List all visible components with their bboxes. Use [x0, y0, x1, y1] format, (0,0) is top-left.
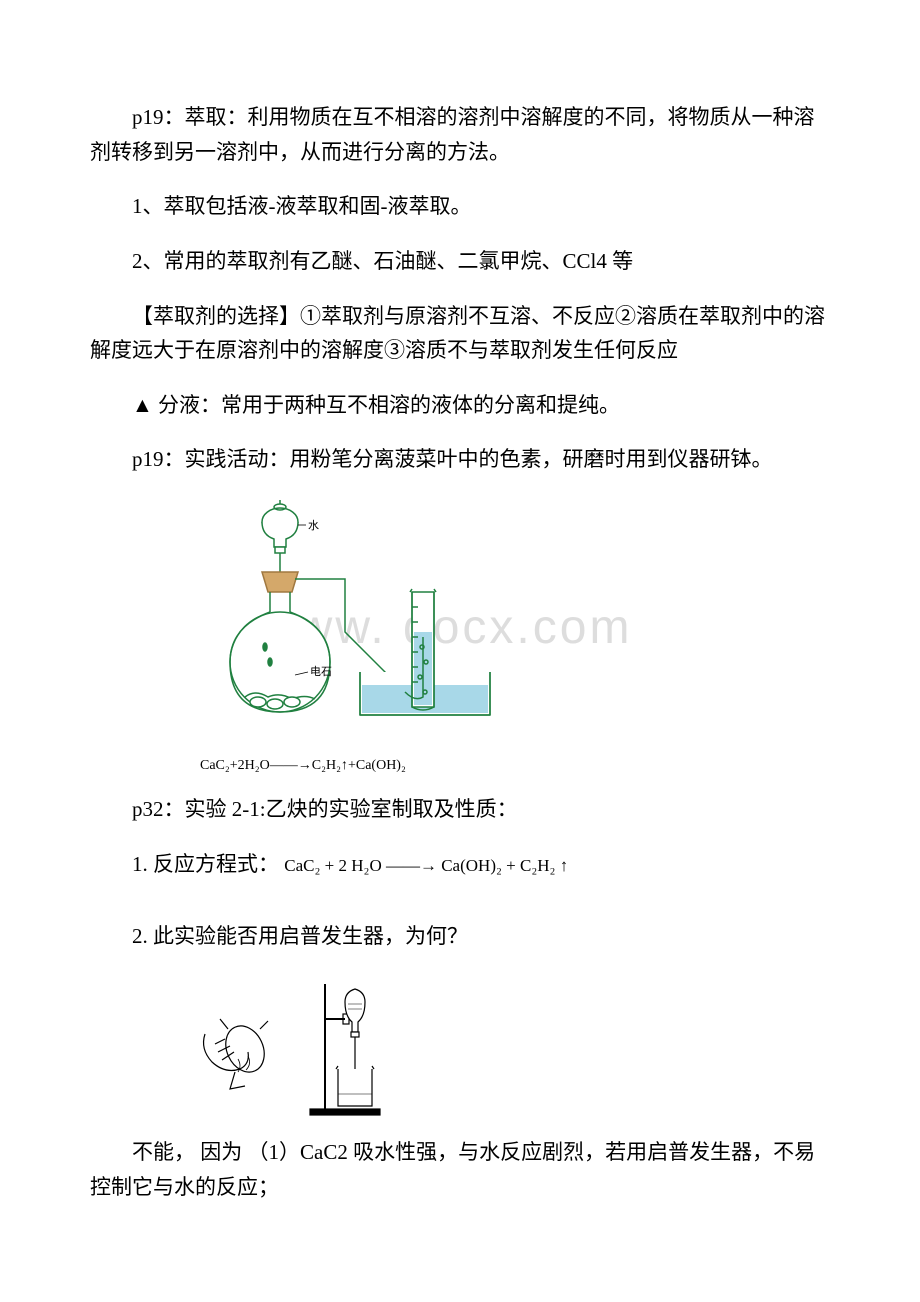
paragraph-extraction-def: p19：萃取：利用物质在互不相溶的溶剂中溶解度的不同，将物质从一种溶剂转移到另一…	[90, 100, 830, 169]
paragraph-extraction-agents: 2、常用的萃取剂有乙醚、石油醚、二氯甲烷、CCl4 等	[90, 244, 830, 279]
paragraph-practice-activity: p19：实践活动：用粉笔分离菠菜叶中的色素，研磨时用到仪器研钵。	[90, 442, 830, 477]
equation-label: 1. 反应方程式：	[132, 852, 279, 876]
paragraph-experiment-title: p32：实验 2-1:乙炔的实验室制取及性质：	[90, 792, 830, 827]
diagram-equation-caption: CaC₂+2H₂O——→C₂H₂↑+Ca(OH)₂	[200, 758, 830, 774]
svg-text:电石: 电石	[310, 665, 332, 678]
document-content: p19：萃取：利用物质在互不相溶的溶剂中溶解度的不同，将物质从一种溶剂转移到另一…	[90, 100, 830, 1204]
paragraph-extraction-types: 1、萃取包括液-液萃取和固-液萃取。	[90, 189, 830, 224]
apparatus-diagram: 水	[190, 497, 830, 752]
paragraph-separation: ▲ 分液：常用于两种互不相溶的液体的分离和提纯。	[90, 388, 830, 423]
kipp-generator-diagram	[190, 974, 830, 1129]
svg-text:水: 水	[308, 519, 319, 532]
paragraph-reaction-equation: 1. 反应方程式： CaC₂ + 2 H₂O ——→ Ca(OH)₂ + C₂H…	[90, 847, 830, 882]
paragraph-question: 2. 此实验能否用启普发生器，为何？	[90, 919, 830, 954]
paragraph-agent-selection: 【萃取剂的选择】①萃取剂与原溶剂不互溶、不反应②溶质在萃取剂中的溶解度远大于在原…	[90, 299, 830, 368]
paragraph-answer: 不能， 因为 （1）CaC2 吸水性强，与水反应剧烈，若用启普发生器，不易控制它…	[90, 1135, 830, 1204]
equation-inline: CaC₂ + 2 H₂O ——→ Ca(OH)₂ + C₂H₂ ↑	[284, 856, 568, 875]
